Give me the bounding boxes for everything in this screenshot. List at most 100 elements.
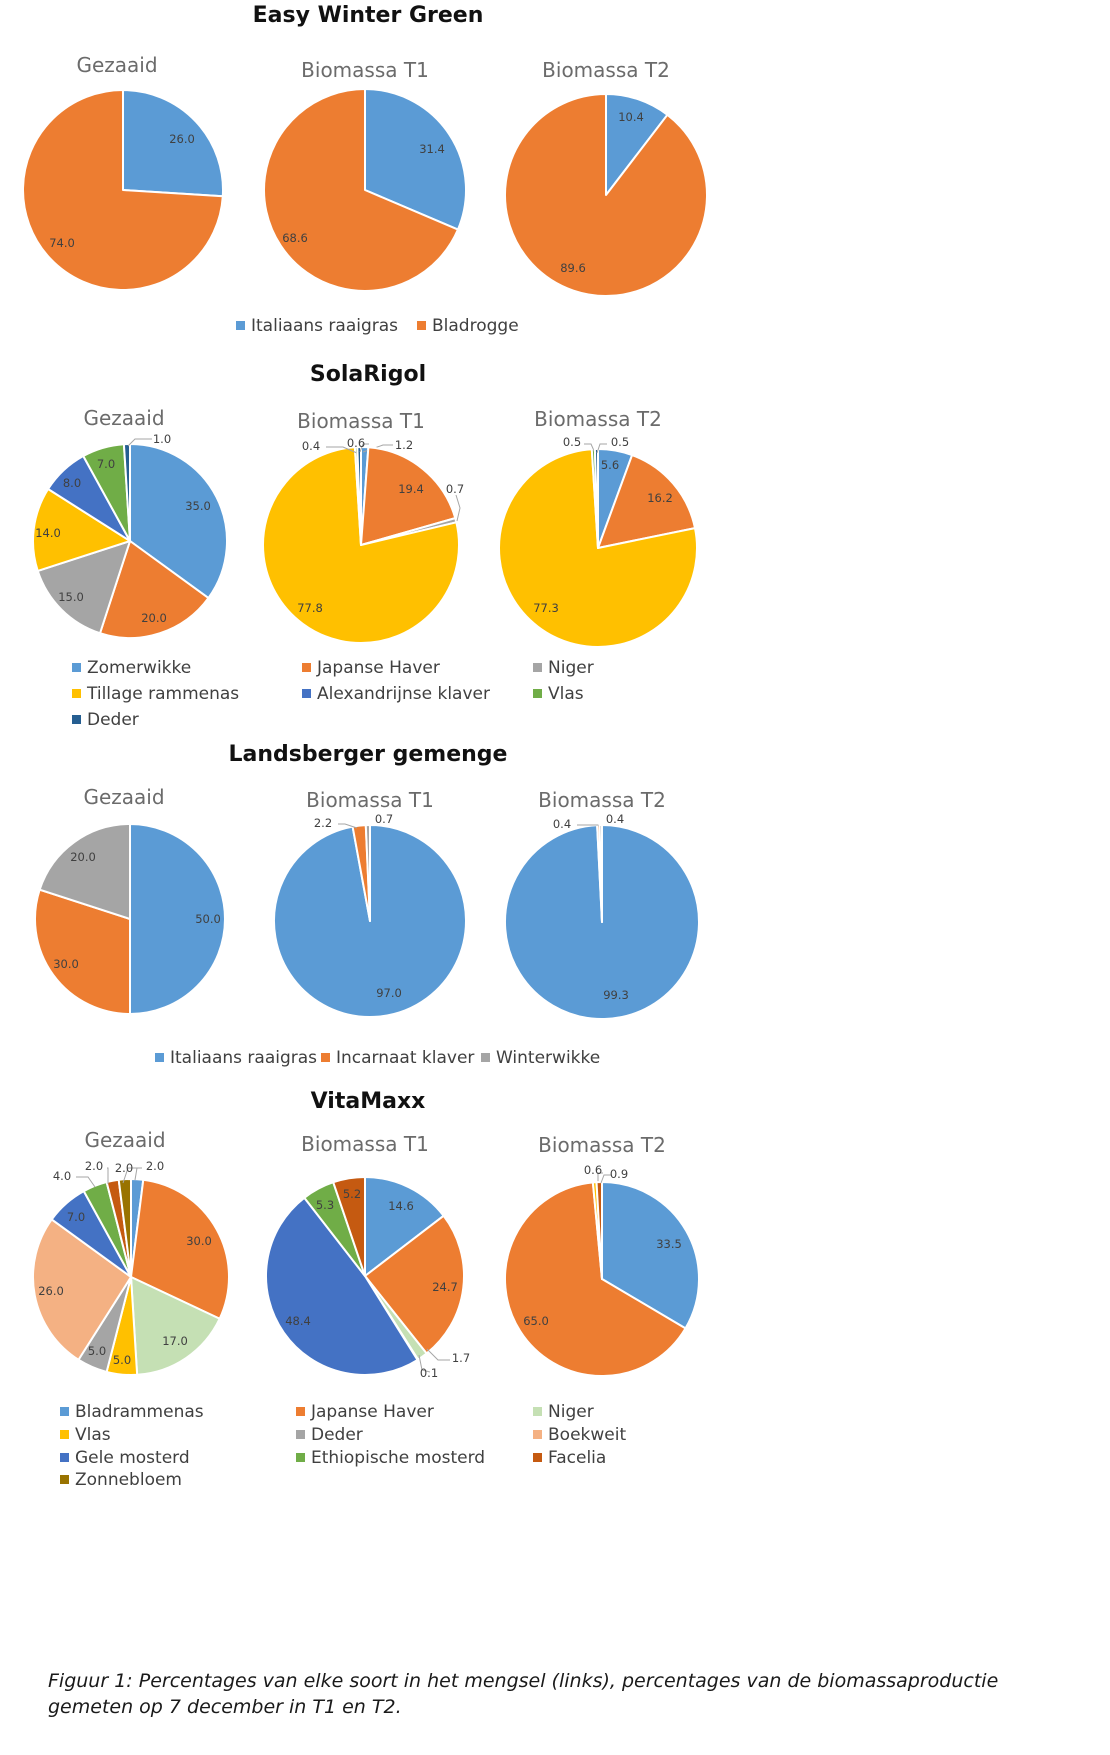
- data-label: 24.7: [432, 1280, 458, 1294]
- data-label: 0.6: [584, 1163, 602, 1177]
- legend-entry: Niger: [548, 658, 594, 678]
- data-label: 0.1: [420, 1366, 438, 1380]
- legend-entry: Winterwikke: [496, 1048, 600, 1068]
- data-label: 7.0: [97, 457, 115, 471]
- group-title: Easy Winter Green: [253, 3, 484, 28]
- data-label: 0.7: [446, 482, 464, 496]
- chart-title: Biomassa T2: [542, 58, 670, 82]
- data-label: 89.6: [560, 261, 586, 275]
- legend-swatch: [296, 1453, 305, 1462]
- legend-swatch: [533, 663, 542, 672]
- data-label: 0.4: [606, 812, 624, 826]
- group-title: SolaRigol: [310, 362, 426, 387]
- data-label: 5.2: [343, 1187, 361, 1201]
- pie-slice: [117, 1177, 132, 1278]
- legend-entry: Italiaans raaigras: [170, 1048, 317, 1068]
- pie-slice: [595, 1181, 603, 1280]
- legend-entry: Bladrammenas: [75, 1402, 204, 1422]
- pie-slice: [32, 1218, 132, 1361]
- legend-swatch: [72, 663, 81, 672]
- legend-swatch: [296, 1430, 305, 1439]
- legend-swatch: [417, 321, 426, 330]
- legend-entry: Vlas: [548, 684, 584, 704]
- legend-entry: Alexandrijnse klaver: [317, 684, 490, 704]
- data-label: 99.3: [603, 988, 629, 1002]
- pie-slice: [22, 89, 224, 291]
- pie-slice: [38, 823, 131, 920]
- legend-entry: Facelia: [548, 1448, 606, 1468]
- legend-swatch: [533, 1453, 542, 1462]
- data-label: 2.0: [85, 1159, 103, 1173]
- data-label: 20.0: [70, 850, 96, 864]
- legend-swatch: [236, 321, 245, 330]
- chart-title: Biomassa T1: [301, 58, 429, 82]
- pie-slice: [122, 89, 224, 198]
- data-label: 0.6: [347, 436, 365, 450]
- pie-slice: [130, 1178, 230, 1320]
- leader-line: [584, 443, 596, 454]
- legend-swatch: [60, 1430, 69, 1439]
- leader-line: [122, 1167, 138, 1184]
- legend-entry: Niger: [548, 1402, 594, 1422]
- pie-slice: [129, 443, 228, 600]
- pie-slice: [130, 1276, 221, 1376]
- leader-line: [597, 1172, 603, 1183]
- legend-swatch: [321, 1053, 330, 1062]
- leader-line: [107, 1167, 109, 1184]
- data-label: 74.0: [49, 236, 75, 250]
- data-label: 5.6: [601, 458, 619, 472]
- leader-line: [600, 1174, 611, 1184]
- data-label: 2.0: [115, 1161, 133, 1175]
- data-label: 20.0: [141, 611, 167, 625]
- data-label: 5.0: [113, 1353, 131, 1367]
- legend-swatch: [60, 1475, 69, 1484]
- legend-swatch: [155, 1053, 164, 1062]
- legend-entry: Tillage rammenas: [86, 684, 239, 704]
- pie-slice: [504, 93, 708, 297]
- legend-entry: Ethiopische mosterd: [311, 1448, 485, 1468]
- data-label: 8.0: [63, 476, 81, 490]
- data-label: 0.4: [553, 817, 571, 831]
- chart-title: Biomassa T2: [538, 1133, 666, 1157]
- data-label: 1.7: [452, 1351, 470, 1365]
- legend-swatch: [533, 689, 542, 698]
- legend-swatch: [533, 1407, 542, 1416]
- legend-entry: Japanse Haver: [316, 658, 440, 678]
- data-label: 0.7: [375, 812, 393, 826]
- data-label: 14.0: [35, 526, 61, 540]
- data-label: 0.5: [563, 435, 581, 449]
- pie-slice: [34, 888, 131, 1015]
- pie-slice: [360, 446, 457, 546]
- data-label: 77.8: [297, 601, 323, 615]
- legend-swatch: [481, 1053, 490, 1062]
- legend-entry: Japanse Haver: [310, 1402, 434, 1422]
- data-label: 0.5: [611, 435, 629, 449]
- pie-slice: [263, 88, 459, 292]
- legend-entry: Incarnaat klaver: [336, 1048, 474, 1068]
- group-title: VitaMaxx: [311, 1089, 426, 1114]
- leader-line: [418, 1354, 431, 1373]
- data-label: 97.0: [376, 986, 402, 1000]
- leader-line: [338, 823, 358, 829]
- leader-line: [326, 446, 358, 454]
- legend-entry: Boekweit: [548, 1425, 626, 1445]
- data-label: 0.4: [302, 439, 320, 453]
- pie-group-1: SolaRigol Gezaaid 35.0 20.0 15.0 14.0 8.0 7.0 1.…: [32, 362, 698, 730]
- chart-title: Gezaaid: [76, 53, 157, 77]
- legend-swatch: [302, 689, 311, 698]
- legend-swatch: [296, 1407, 305, 1416]
- data-label: 65.0: [523, 1314, 549, 1328]
- data-label: 16.2: [647, 491, 673, 505]
- legend-entry: Zomerwikke: [87, 658, 191, 678]
- pie-slice: [32, 488, 131, 572]
- data-label: 4.0: [53, 1169, 71, 1183]
- data-label: 50.0: [195, 912, 221, 926]
- data-label: 5.3: [316, 1198, 334, 1212]
- data-label: 68.6: [282, 231, 308, 245]
- chart-title: Gezaaid: [84, 1128, 165, 1152]
- legend-entry: Italiaans raaigras: [251, 316, 398, 336]
- data-label: 77.3: [533, 601, 559, 615]
- data-label: 10.4: [618, 110, 644, 124]
- pie-slice: [129, 823, 226, 1015]
